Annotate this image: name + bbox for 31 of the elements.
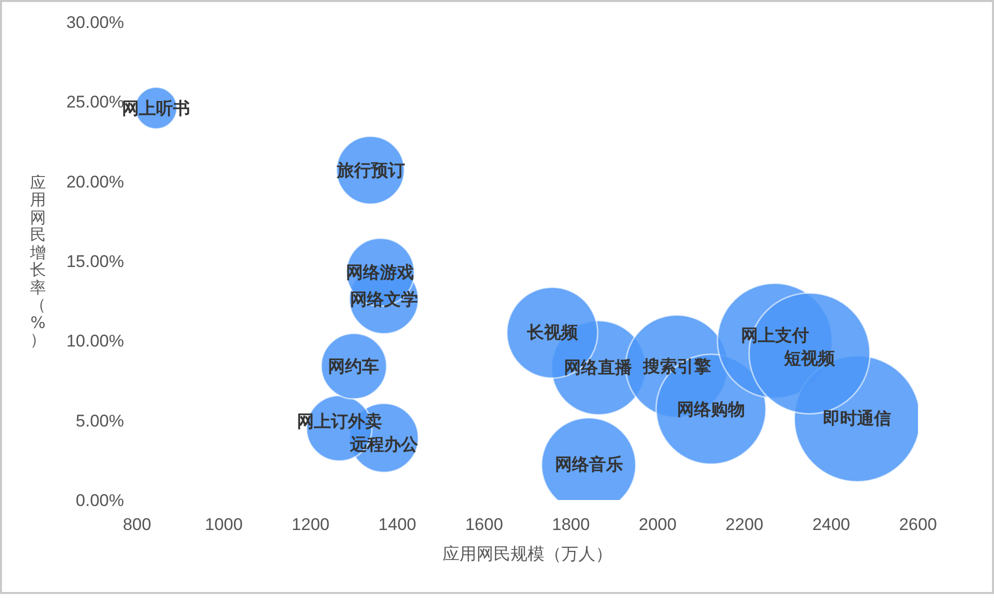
x-tick-label: 2200 [726,515,764,534]
series-label: 网络游戏 [346,263,414,282]
series-label: 网约车 [328,357,379,376]
series-label: 网络购物 [677,400,745,419]
y-tick-label: 20.00% [66,172,124,192]
x-tick-label: 2400 [812,515,850,534]
x-tick-label: 1600 [465,515,504,534]
y-tick-label: 10.00% [66,332,124,351]
x-axis-title: 应用网民规模（万人） [442,544,612,564]
series-label: 短视频 [783,349,836,368]
x-tick-label: 2600 [899,515,937,534]
series-label: 远程办公 [349,435,419,454]
y-tick-label: 0.00% [76,490,124,510]
series-label: 搜索引擎 [642,357,712,376]
x-tick-label: 800 [122,515,152,534]
y-tick-label: 30.00% [66,12,124,32]
x-tick-label: 1800 [552,515,590,534]
text: 应用网民增长率（%） [30,172,46,349]
series-label: 网络文学 [350,290,418,309]
y-tick-label: 15.00% [66,252,124,271]
series-label: 长视频 [526,323,579,342]
x-tick-label: 1200 [292,515,330,534]
x-tick-label: 1000 [204,515,243,534]
series-label: 网络音乐 [555,455,623,474]
y-tick-label: 25.00% [66,92,124,112]
series-label: 网络直播 [564,358,633,377]
series-label: 网上支付 [741,326,809,345]
y-tick-label: 5.00% [76,411,124,430]
x-tick-label: 2000 [638,515,677,534]
series-label: 即时通信 [823,409,891,428]
x-tick-label: 1400 [378,515,416,534]
